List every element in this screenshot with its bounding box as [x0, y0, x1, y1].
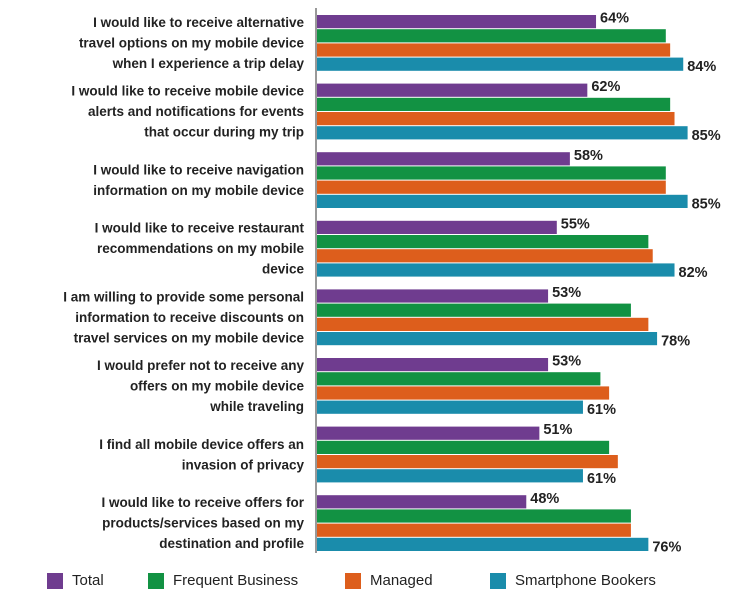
legend-label-smartphone-bookers: Smartphone Bookers [515, 572, 656, 589]
legend-swatch-frequent-business [148, 572, 164, 589]
bar-total [317, 15, 597, 29]
legend-item-smartphone-bookers: Smartphone Bookers [490, 572, 656, 589]
bar-smartphone-bookers [317, 57, 684, 71]
legend-swatch-total [47, 572, 63, 589]
category-label: information to receive discounts on [75, 310, 304, 325]
bar-frequent-business [317, 440, 610, 454]
bar-total [317, 358, 549, 372]
category-label: I am willing to provide some personal [63, 289, 304, 304]
bar-chart: I would like to receive alternative trave… [63, 8, 721, 555]
bar-frequent-business [317, 29, 666, 43]
bar-managed [317, 386, 610, 400]
bar-managed [317, 455, 618, 469]
bar-frequent-business [317, 97, 671, 111]
data-label-total: 53% [552, 354, 581, 370]
category-label: while traveling [209, 399, 304, 414]
category-label: destination and profile [159, 536, 304, 551]
bar-total [317, 152, 570, 166]
data-label-total: 51% [543, 422, 572, 438]
bar-smartphone-bookers [317, 263, 675, 277]
legend-label-managed: Managed [370, 572, 433, 589]
legend: Total Frequent Business Managed Smartpho… [0, 572, 743, 598]
category-label: when I experience a trip delay [112, 56, 305, 71]
bar-smartphone-bookers [317, 126, 688, 140]
bar-smartphone-bookers [317, 400, 583, 414]
bar-frequent-business [317, 509, 631, 523]
bar-total [317, 426, 540, 440]
data-label-smartphone-bookers: 82% [679, 265, 708, 281]
bar-managed [317, 43, 671, 57]
data-label-total: 64% [600, 11, 629, 27]
data-label-total: 55% [561, 216, 590, 232]
bar-frequent-business [317, 303, 631, 317]
legend-swatch-managed [345, 572, 361, 589]
bar-smartphone-bookers [317, 332, 658, 346]
data-label-smartphone-bookers: 85% [692, 128, 721, 144]
data-label-total: 58% [574, 148, 603, 164]
category-label: information on my mobile device [93, 183, 304, 198]
bar-total [317, 220, 557, 234]
data-label-total: 48% [530, 491, 559, 507]
data-label-smartphone-bookers: 78% [661, 334, 690, 350]
legend-item-total: Total [47, 572, 104, 589]
bar-frequent-business [317, 166, 666, 180]
data-label-total: 53% [552, 285, 581, 301]
bar-managed [317, 180, 666, 194]
category-label: I would like to receive offers for [101, 495, 304, 510]
legend-item-managed: Managed [345, 572, 433, 589]
bar-managed [317, 317, 649, 331]
legend-swatch-smartphone-bookers [490, 572, 506, 589]
data-label-total: 62% [591, 79, 620, 95]
category-label: I would like to receive alternative [93, 15, 304, 30]
bar-smartphone-bookers [317, 469, 583, 483]
category-label: I would like to receive navigation [93, 162, 304, 177]
legend-label-frequent-business: Frequent Business [173, 572, 299, 589]
category-label: alerts and notifications for events [88, 104, 304, 119]
bar-managed [317, 112, 675, 126]
data-label-smartphone-bookers: 85% [692, 196, 721, 212]
category-label: I would prefer not to receive any [97, 358, 305, 373]
data-label-smartphone-bookers: 84% [687, 59, 716, 75]
category-label: device [262, 262, 305, 277]
bar-smartphone-bookers [317, 194, 688, 208]
bar-managed [317, 249, 653, 263]
category-label: I would like to receive mobile device [71, 84, 304, 99]
bar-managed [317, 523, 631, 537]
bar-smartphone-bookers [317, 537, 649, 551]
category-label: travel options on my mobile device [79, 35, 305, 50]
category-label: products/services based on my [102, 516, 304, 531]
legend-item-frequent-business: Frequent Business [148, 572, 298, 589]
data-label-smartphone-bookers: 76% [652, 539, 681, 555]
data-label-smartphone-bookers: 61% [587, 471, 616, 487]
category-label: that occur during my trip [144, 125, 304, 140]
bar-total [317, 83, 588, 97]
bar-frequent-business [317, 372, 601, 386]
category-label: offers on my mobile device [130, 378, 305, 393]
category-label: I would like to receive restaurant [95, 221, 305, 236]
category-label: I find all mobile device offers an [99, 437, 304, 452]
category-label: invasion of privacy [182, 457, 305, 472]
bar-frequent-business [317, 235, 649, 249]
category-label: travel services on my mobile device [74, 330, 305, 345]
category-label: recommendations on my mobile [97, 241, 305, 256]
data-label-smartphone-bookers: 61% [587, 402, 616, 418]
legend-label-total: Total [72, 572, 104, 589]
bar-total [317, 495, 527, 509]
bar-total [317, 289, 549, 303]
